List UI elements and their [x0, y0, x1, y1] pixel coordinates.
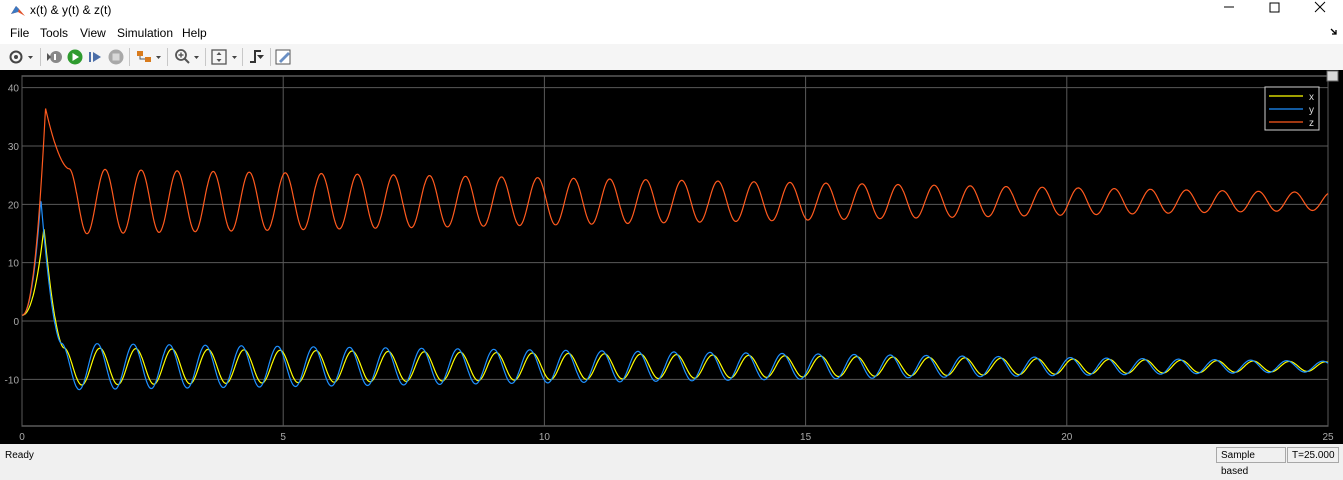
minimize-icon	[1224, 6, 1234, 8]
stop-icon[interactable]	[106, 47, 126, 67]
scope-display: 0 5 10 15 20 25 -10 0 10 20 30 40 x y z	[0, 70, 1343, 444]
title-bar: x(t) & y(t) & z(t)	[0, 0, 1343, 22]
toolbar	[0, 44, 1343, 71]
y-tick-label: 0	[13, 317, 19, 328]
minimize-button[interactable]	[1206, 0, 1252, 22]
menu-file[interactable]: File	[10, 26, 30, 40]
maximize-icon	[1269, 2, 1280, 13]
x-tick-label: 20	[1061, 432, 1073, 443]
window-title: x(t) & y(t) & z(t)	[30, 3, 112, 17]
series-line-z	[21, 108, 1329, 316]
scope-plot: 0 5 10 15 20 25 -10 0 10 20 30 40 xyz	[5, 70, 1339, 443]
menu-view[interactable]: View	[80, 26, 106, 40]
plot-frame	[21, 75, 1329, 427]
settings-dropdown-button[interactable]	[7, 47, 37, 67]
legend-label-x: x	[1309, 92, 1314, 103]
run-icon[interactable]	[65, 47, 85, 67]
menu-bar: File Tools View Simulation Help	[0, 22, 1343, 44]
y-tick-label: 40	[8, 84, 20, 95]
trigger-icon[interactable]	[247, 47, 267, 67]
status-bar: Ready Sample based T=25.000	[0, 446, 1343, 477]
y-tick-label: 30	[8, 142, 20, 153]
y-tick-label: -10	[5, 375, 20, 386]
step-back-icon[interactable]	[45, 47, 65, 67]
dock-arrow-icon[interactable]	[1329, 27, 1339, 37]
series-line-x	[21, 229, 1329, 386]
menu-help[interactable]: Help	[182, 26, 207, 40]
x-tick-label: 10	[539, 432, 551, 443]
status-time: T=25.000	[1287, 447, 1339, 463]
undock-icon	[1326, 70, 1339, 82]
x-tick-label: 5	[280, 432, 286, 443]
menu-simulation[interactable]: Simulation	[117, 26, 174, 40]
status-ready: Ready	[5, 450, 34, 461]
zoom-dropdown-icon[interactable]	[172, 47, 202, 67]
status-sample-mode: Sample based	[1216, 447, 1286, 477]
edit-properties-icon[interactable]	[274, 47, 294, 67]
step-forward-icon[interactable]	[86, 47, 106, 67]
x-tick-label: 15	[800, 432, 812, 443]
series-line-y	[21, 200, 1329, 391]
highlight-block-dropdown-icon[interactable]	[134, 47, 164, 67]
x-tick-label: 0	[19, 432, 25, 443]
close-button[interactable]	[1297, 0, 1343, 22]
x-tick-label: 25	[1322, 432, 1334, 443]
y-tick-label: 10	[8, 259, 20, 270]
autoscale-dropdown-icon[interactable]	[210, 47, 240, 67]
legend-label-y: y	[1309, 105, 1314, 116]
menu-tools[interactable]: Tools	[40, 26, 69, 40]
legend-label-z: z	[1309, 118, 1314, 129]
y-tick-label: 20	[8, 200, 20, 211]
matlab-logo-icon	[11, 6, 25, 16]
maximize-button[interactable]	[1252, 0, 1298, 22]
close-icon	[1314, 1, 1326, 13]
